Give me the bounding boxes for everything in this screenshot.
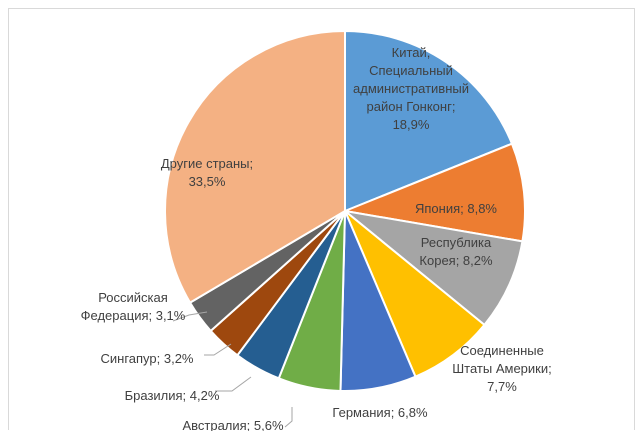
data-label-5: Германия; 6,8% bbox=[332, 405, 428, 420]
data-label-1: Китай, Специальный административный район Г… bbox=[353, 45, 469, 132]
data-label-line: 7,7% bbox=[487, 379, 517, 394]
data-label-line: Корея; 8,2% bbox=[419, 253, 493, 268]
data-label-line: Германия; 6,8% bbox=[332, 405, 428, 420]
pie-slice-3 bbox=[341, 209, 524, 327]
pie-slice-2 bbox=[341, 142, 526, 243]
leader-line-8 bbox=[204, 343, 232, 356]
data-label-line: Федерация; 3,1% bbox=[81, 308, 186, 323]
data-label-10: Другие страны; 33,5% bbox=[161, 156, 253, 189]
chart-area: Китай, Специальный административный район Г… bbox=[8, 8, 635, 431]
pie-slice-10 bbox=[164, 29, 346, 305]
data-label-line: Российская bbox=[98, 290, 168, 305]
data-label-line: 33,5% bbox=[189, 174, 226, 189]
data-label-line: Япония; 8,8% bbox=[415, 201, 497, 216]
data-label-line: Бразилия; 4,2% bbox=[125, 388, 220, 403]
data-label-line: 18,9% bbox=[393, 117, 430, 132]
data-label-line: Штаты Америки; bbox=[452, 361, 551, 376]
data-label-line: административный bbox=[353, 81, 469, 96]
data-label-line: Другие страны; bbox=[161, 156, 253, 171]
data-label-line: Соединенные bbox=[460, 343, 544, 358]
data-label-3: Республика Корея; 8,2% bbox=[419, 235, 493, 268]
leader-line-7 bbox=[215, 376, 252, 392]
data-label-line: Австралия; 5,6% bbox=[182, 418, 284, 431]
data-label-4: Соединенные Штаты Америки; 7,7% bbox=[452, 343, 551, 394]
data-label-2: Япония; 8,8% bbox=[415, 201, 497, 216]
data-label-line: район Гонконг; bbox=[367, 99, 456, 114]
data-label-line: Сингапур; 3,2% bbox=[101, 351, 194, 366]
pie-chart: Китай, Специальный административный район Г… bbox=[81, 29, 552, 431]
data-label-line: Китай, bbox=[392, 45, 431, 60]
leader-line-6 bbox=[284, 407, 293, 428]
data-label-7: Бразилия; 4,2% bbox=[125, 388, 220, 403]
data-label-8: Сингапур; 3,2% bbox=[101, 351, 194, 366]
data-label-6: Австралия; 5,6% bbox=[182, 418, 284, 431]
pie-slice-1 bbox=[344, 29, 514, 213]
data-label-9: Российская Федерация; 3,1% bbox=[81, 290, 186, 323]
data-label-line: Специальный bbox=[369, 63, 453, 78]
data-label-line: Республика bbox=[421, 235, 492, 250]
leader-line-9 bbox=[172, 311, 208, 322]
